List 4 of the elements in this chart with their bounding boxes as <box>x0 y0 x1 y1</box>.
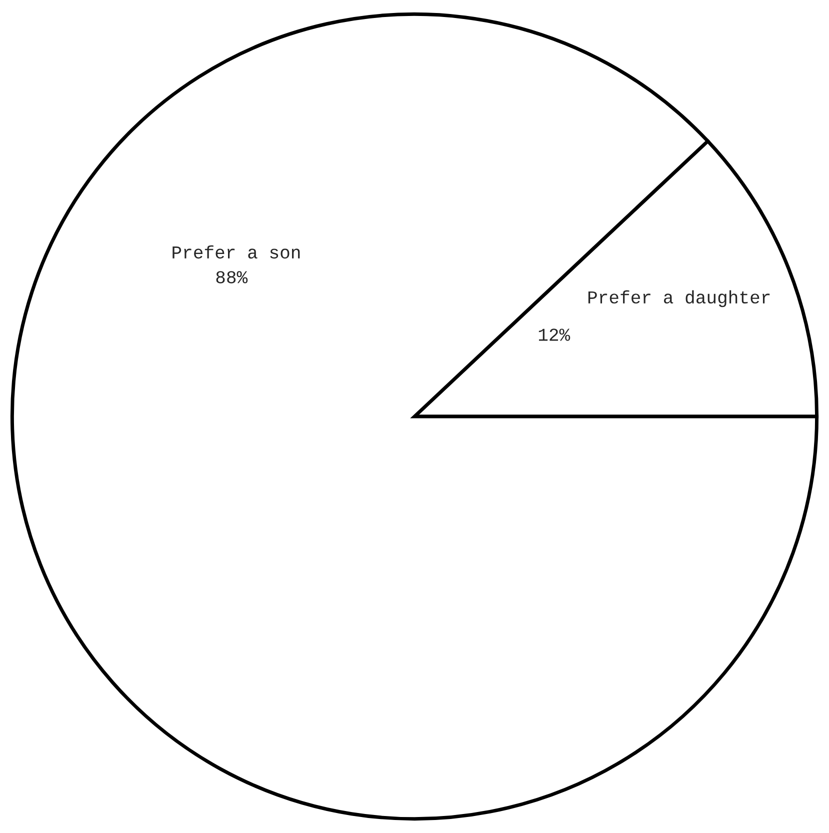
slice-label: Prefer a son <box>172 245 300 259</box>
data-label: 88% <box>216 271 248 284</box>
slice-label: Prefer a daughter <box>588 290 770 308</box>
data-label: 12% <box>538 328 570 341</box>
